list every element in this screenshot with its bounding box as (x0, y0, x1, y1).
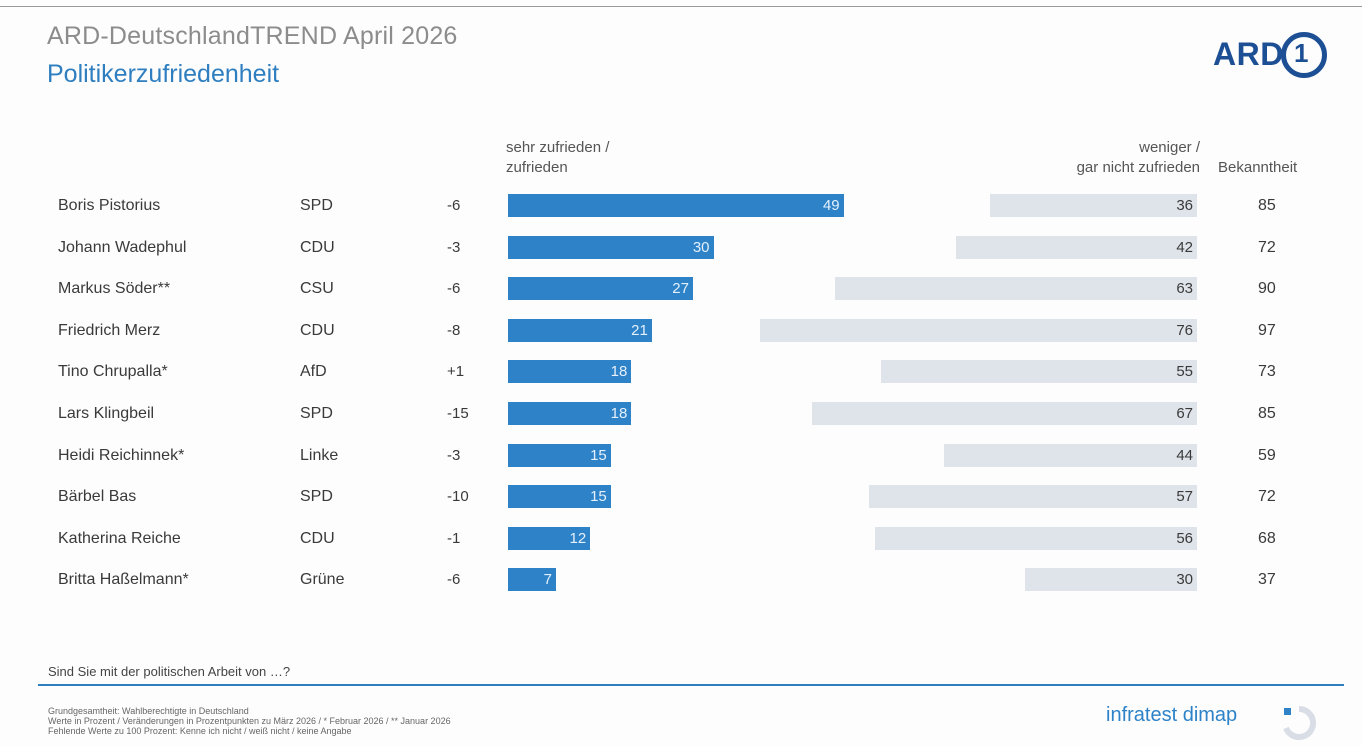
table-row: Boris Pistorius SPD -6 49 36 85 (0, 185, 1362, 227)
change-value: -6 (447, 280, 461, 298)
bar-positive: 30 (508, 235, 714, 259)
footer-notes: Grundgesamtheit: Wahlberechtigte in Deut… (48, 706, 451, 736)
bar-positive: 15 (508, 485, 611, 509)
header-negative-line2: gar nicht zufrieden (1076, 159, 1200, 176)
politician-name: Lars Klingbeil (58, 405, 155, 422)
bekanntheit-value: 85 (1258, 197, 1276, 214)
table-row: Friedrich Merz CDU -8 21 76 97 (0, 310, 1362, 352)
politician-name: Johann Wadephul (58, 238, 187, 256)
chart-subtitle: Politikerzufriedenheit (47, 60, 280, 88)
infratest-logo-icon (1283, 705, 1317, 740)
ard-logo-text: ARD (1213, 36, 1284, 72)
politician-name: Tino Chrupalla* (58, 363, 168, 381)
party-label: SPD (300, 488, 333, 506)
bar-negative: 30 (1024, 568, 1197, 592)
top-rule (0, 6, 1362, 7)
party-label: Grüne (300, 571, 345, 589)
change-value: -8 (447, 321, 461, 339)
bar-positive: 7 (508, 568, 556, 592)
change-value: -6 (447, 571, 461, 589)
change-value: -3 (447, 446, 461, 464)
bekanntheit-value: 68 (1258, 529, 1276, 547)
bekanntheit-value: 85 (1258, 405, 1276, 422)
header-positive: sehr zufrieden / zufrieden (506, 138, 609, 178)
ard-logo-circle-icon (1281, 32, 1327, 78)
table-row: Bärbel Bas SPD -10 15 57 72 (0, 476, 1362, 518)
table-row: Heidi Reichinnek* Linke -3 15 44 59 (0, 435, 1362, 477)
bar-positive: 12 (508, 526, 591, 550)
party-label: CDU (300, 321, 335, 339)
politician-name: Markus Söder** (58, 280, 171, 298)
party-label: CSU (300, 280, 334, 298)
bekanntheit-value: 72 (1258, 488, 1276, 506)
bar-negative: 56 (875, 526, 1197, 550)
politician-name: Bärbel Bas (58, 488, 137, 506)
table-row: Britta Haßelmann* Grüne -6 7 30 37 (0, 559, 1362, 601)
change-value: -1 (447, 529, 461, 547)
footer-note-1: Grundgesamtheit: Wahlberechtigte in Deut… (48, 706, 249, 716)
table-row: Johann Wadephul CDU -3 30 42 72 (0, 227, 1362, 269)
change-value: +1 (447, 363, 465, 381)
politician-name: Boris Pistorius (58, 197, 161, 214)
chart-title: ARD-DeutschlandTREND April 2026 (47, 22, 458, 50)
bar-positive: 27 (508, 277, 693, 301)
bar-positive: 21 (508, 318, 652, 342)
ard-logo: ARD 1 (1213, 28, 1333, 88)
bar-positive: 49 (508, 194, 844, 217)
bekanntheit-value: 59 (1258, 446, 1276, 464)
party-label: CDU (300, 529, 335, 547)
footer-note-3: Fehlende Werte zu 100 Prozent: Kenne ich… (48, 726, 352, 736)
header-positive-line2: zufrieden (506, 159, 568, 176)
bar-negative: 55 (880, 360, 1197, 384)
bekanntheit-value: 72 (1258, 238, 1276, 256)
bar-negative: 57 (869, 485, 1197, 509)
survey-question: Sind Sie mit der politischen Arbeit von … (48, 664, 291, 679)
table-row: Tino Chrupalla* AfD +1 18 55 73 (0, 351, 1362, 393)
bekanntheit-value: 73 (1258, 363, 1276, 381)
change-value: -15 (447, 405, 469, 422)
infratest-brand: infratest dimap (1106, 704, 1238, 726)
politician-name: Katherina Reiche (58, 529, 181, 547)
bekanntheit-value: 37 (1258, 571, 1276, 589)
bar-positive: 18 (508, 360, 632, 384)
politician-name: Heidi Reichinnek* (58, 446, 185, 464)
bar-negative: 36 (990, 194, 1197, 217)
bar-negative: 76 (760, 318, 1197, 342)
bar-negative: 63 (834, 277, 1197, 301)
party-label: AfD (300, 363, 327, 381)
change-value: -3 (447, 238, 461, 256)
change-value: -6 (447, 197, 461, 214)
table-row: Lars Klingbeil SPD -15 18 67 85 (0, 393, 1362, 435)
party-label: SPD (300, 405, 333, 422)
table-row: Katherina Reiche CDU -1 12 56 68 (0, 518, 1362, 560)
politician-name: Friedrich Merz (58, 321, 161, 339)
header-negative-line1: weniger / (1139, 139, 1200, 156)
politician-name: Britta Haßelmann* (58, 571, 189, 589)
bar-positive: 15 (508, 443, 611, 467)
party-label: Linke (300, 446, 339, 464)
bekanntheit-value: 90 (1258, 280, 1276, 298)
bar-negative: 42 (955, 235, 1197, 259)
table-row: Markus Söder** CSU -6 27 63 90 (0, 268, 1362, 310)
header-bekanntheit: Bekanntheit (1218, 159, 1298, 176)
bekanntheit-value: 97 (1258, 321, 1276, 339)
header-negative: weniger / gar nicht zufrieden (1077, 138, 1200, 178)
ard-logo-digit: 1 (1294, 38, 1309, 68)
party-label: SPD (300, 197, 333, 214)
change-value: -10 (447, 488, 469, 506)
footer-rule (38, 684, 1344, 686)
bar-negative: 67 (811, 402, 1197, 425)
party-label: CDU (300, 238, 335, 256)
footer-note-2: Werte in Prozent / Veränderungen in Proz… (48, 716, 451, 726)
bar-positive: 18 (508, 402, 632, 425)
header-positive-line1: sehr zufrieden / (506, 139, 610, 156)
bar-negative: 44 (944, 443, 1197, 467)
